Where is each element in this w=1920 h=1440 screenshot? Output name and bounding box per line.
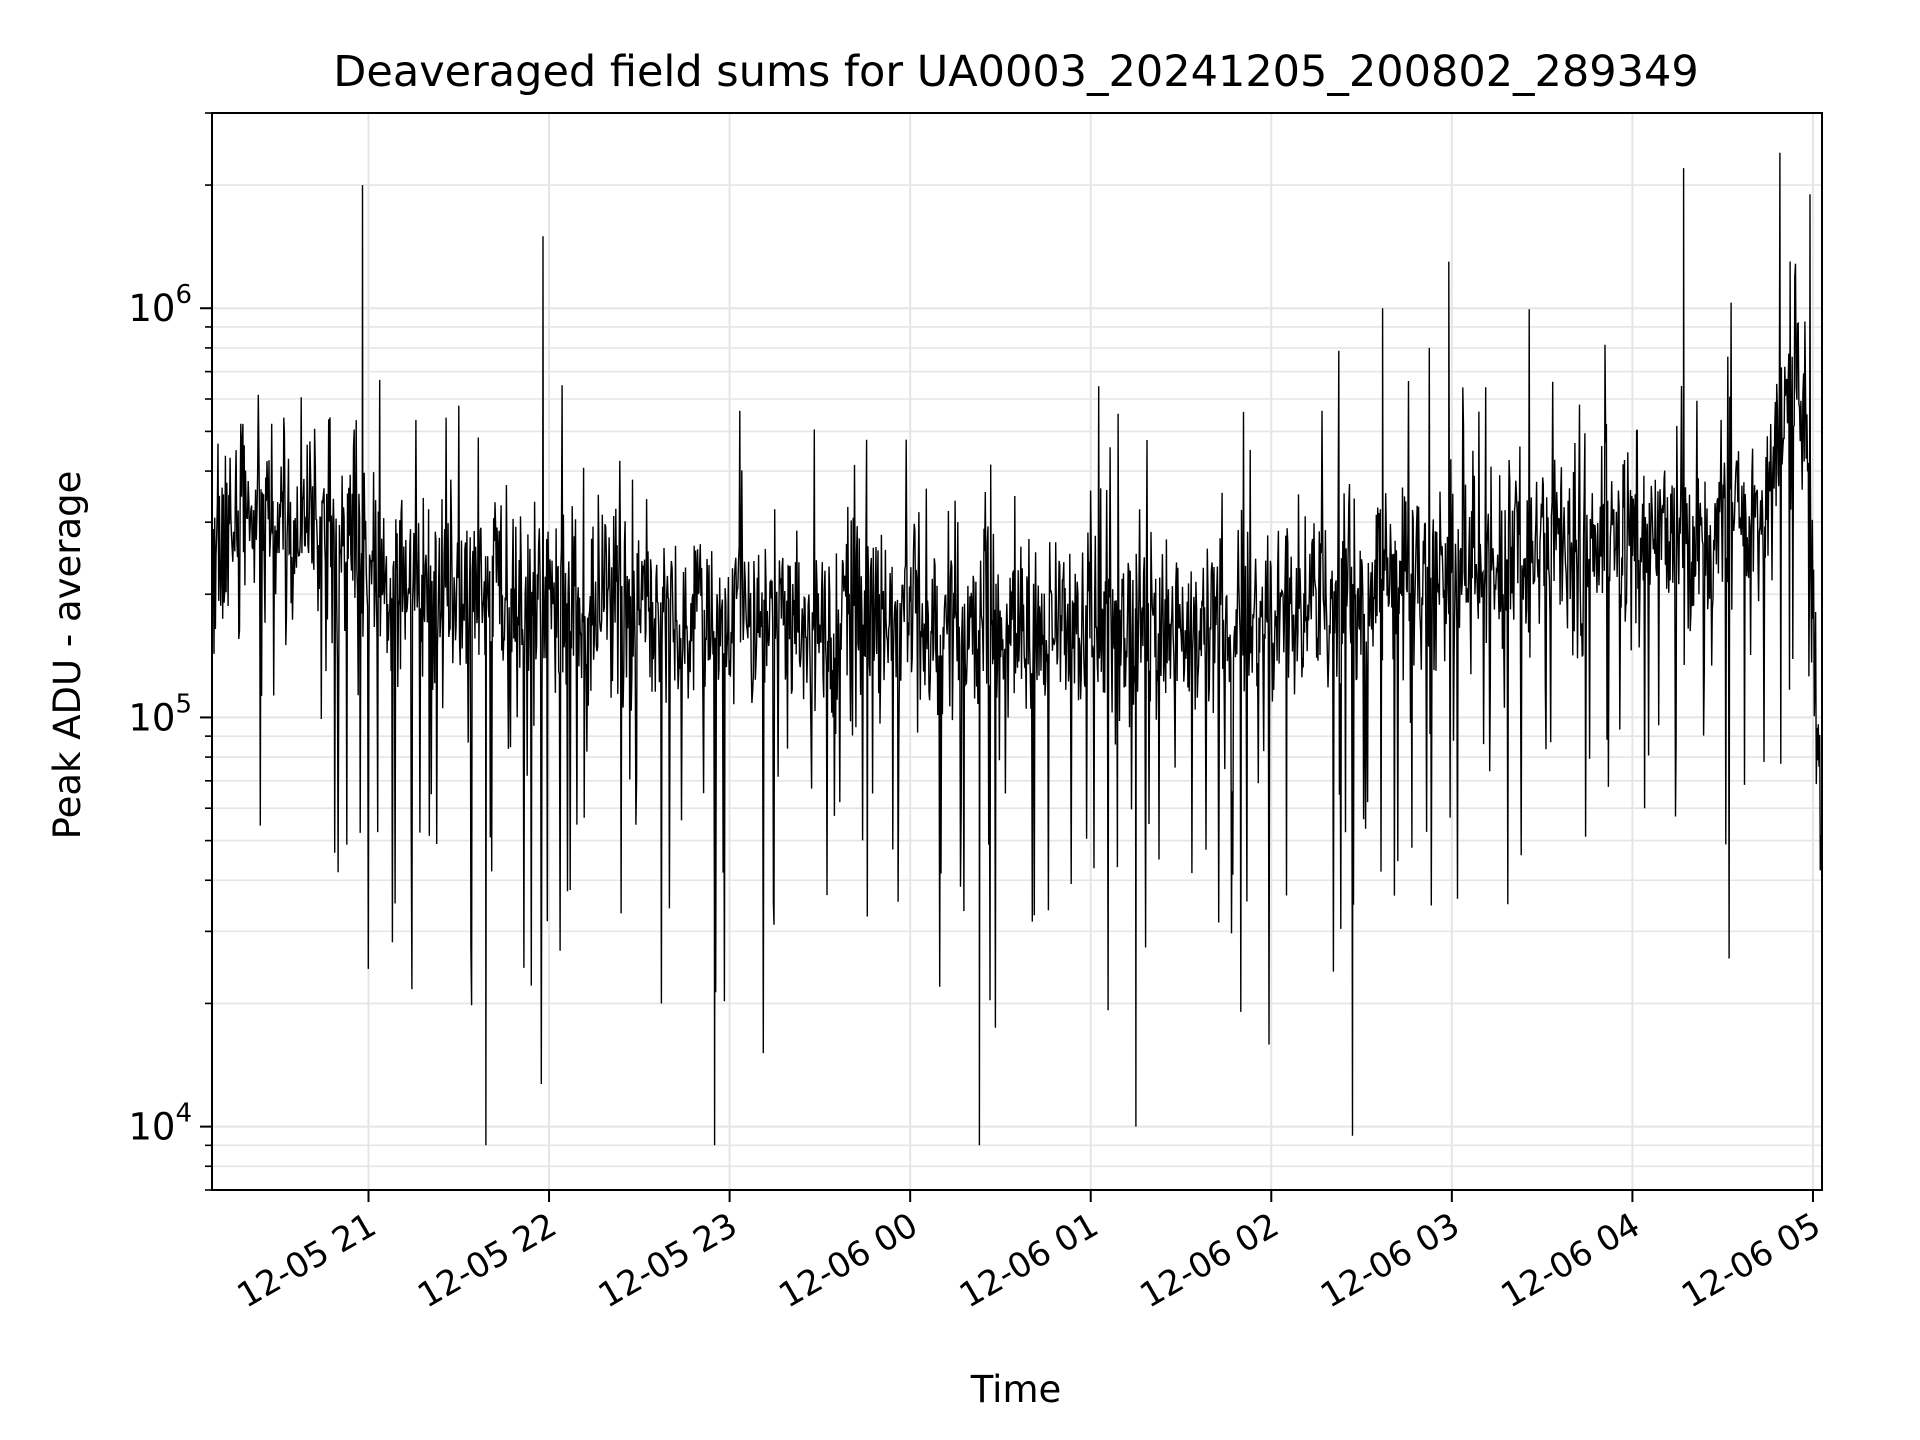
series-group: [211, 152, 1822, 1146]
chart-title: Deaveraged field sums for UA0003_2024120…: [333, 47, 1698, 97]
series-line: [211, 152, 1822, 1146]
grid: [212, 112, 1822, 1191]
y-tick-label: 106: [128, 280, 192, 330]
y-axis-label: Peak ADU - average: [46, 471, 89, 840]
x-axis-label: Time: [970, 1368, 1062, 1411]
plot-frame: [211, 112, 1823, 1191]
